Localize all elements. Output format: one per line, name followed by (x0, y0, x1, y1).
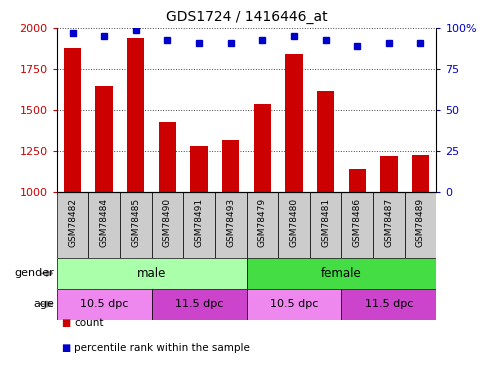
Bar (412, 154, 429, 192)
Bar (341, 289, 436, 320)
Bar (373, 192, 405, 258)
Bar (380, 156, 397, 192)
Bar (215, 192, 246, 258)
Bar (253, 104, 271, 192)
Bar (341, 192, 373, 258)
Text: 11.5 dpc: 11.5 dpc (365, 299, 413, 309)
Text: GSM78487: GSM78487 (385, 198, 393, 247)
Text: GSM78485: GSM78485 (131, 198, 141, 247)
Bar (57, 192, 88, 258)
Bar (222, 140, 240, 192)
Text: percentile rank within the sample: percentile rank within the sample (74, 343, 250, 352)
Text: count: count (74, 318, 104, 328)
Text: GSM78482: GSM78482 (68, 198, 77, 247)
Text: GSM78489: GSM78489 (416, 198, 425, 247)
Bar (310, 192, 341, 258)
Text: GSM78479: GSM78479 (258, 198, 267, 247)
Text: GSM78486: GSM78486 (352, 198, 362, 247)
Bar (88, 192, 120, 258)
Bar (57, 289, 152, 320)
Text: age: age (34, 299, 54, 309)
Text: 11.5 dpc: 11.5 dpc (175, 299, 223, 309)
Text: GSM78493: GSM78493 (226, 198, 235, 247)
Bar (278, 192, 310, 258)
Bar (190, 146, 208, 192)
Bar (405, 192, 436, 258)
Bar (152, 289, 246, 320)
Bar (285, 54, 303, 192)
Bar (120, 192, 152, 258)
Bar (152, 192, 183, 258)
Text: GSM78484: GSM78484 (100, 198, 108, 247)
Text: GSM78481: GSM78481 (321, 198, 330, 247)
Text: ■: ■ (62, 343, 71, 352)
Bar (349, 170, 366, 192)
Text: male: male (137, 267, 166, 280)
Bar (183, 192, 215, 258)
Bar (159, 122, 176, 192)
Text: 10.5 dpc: 10.5 dpc (270, 299, 318, 309)
Text: gender: gender (14, 268, 54, 278)
Bar (246, 192, 278, 258)
Text: GSM78480: GSM78480 (289, 198, 298, 247)
Text: female: female (321, 267, 362, 280)
Text: GSM78491: GSM78491 (195, 198, 204, 247)
Bar (246, 258, 436, 289)
Bar (246, 289, 341, 320)
Bar (127, 38, 144, 192)
Bar (317, 90, 334, 192)
Text: 10.5 dpc: 10.5 dpc (80, 299, 128, 309)
Text: GSM78490: GSM78490 (163, 198, 172, 247)
Text: ■: ■ (62, 318, 71, 328)
Bar (64, 48, 81, 192)
Bar (57, 258, 246, 289)
Bar (96, 86, 113, 192)
Title: GDS1724 / 1416446_at: GDS1724 / 1416446_at (166, 10, 327, 24)
